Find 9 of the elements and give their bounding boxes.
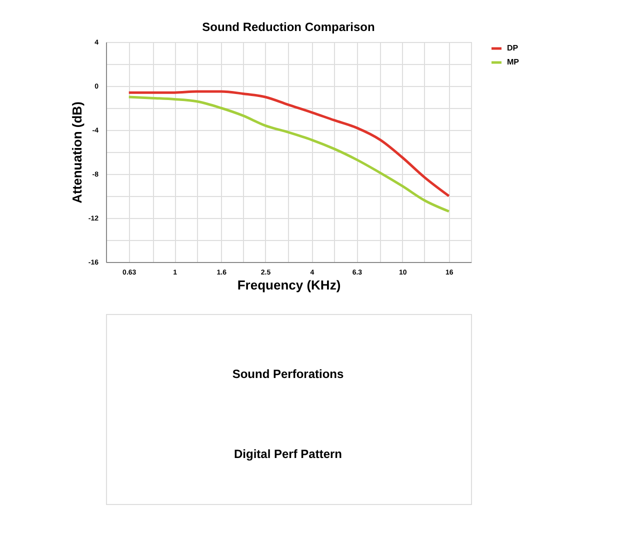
x-axis-title: Frequency (KHz) [237, 278, 341, 292]
legend-label: MP [507, 58, 520, 66]
y-axis-title: Attenuation (dB) [69, 102, 84, 204]
chart-title: Sound Reduction Comparison [202, 20, 375, 34]
legend-label: DP [507, 44, 519, 52]
line-series [128, 96, 450, 213]
line-series [128, 90, 450, 198]
text: Sound Perforations [232, 367, 344, 381]
text: Digital Perf Pattern [234, 447, 342, 461]
